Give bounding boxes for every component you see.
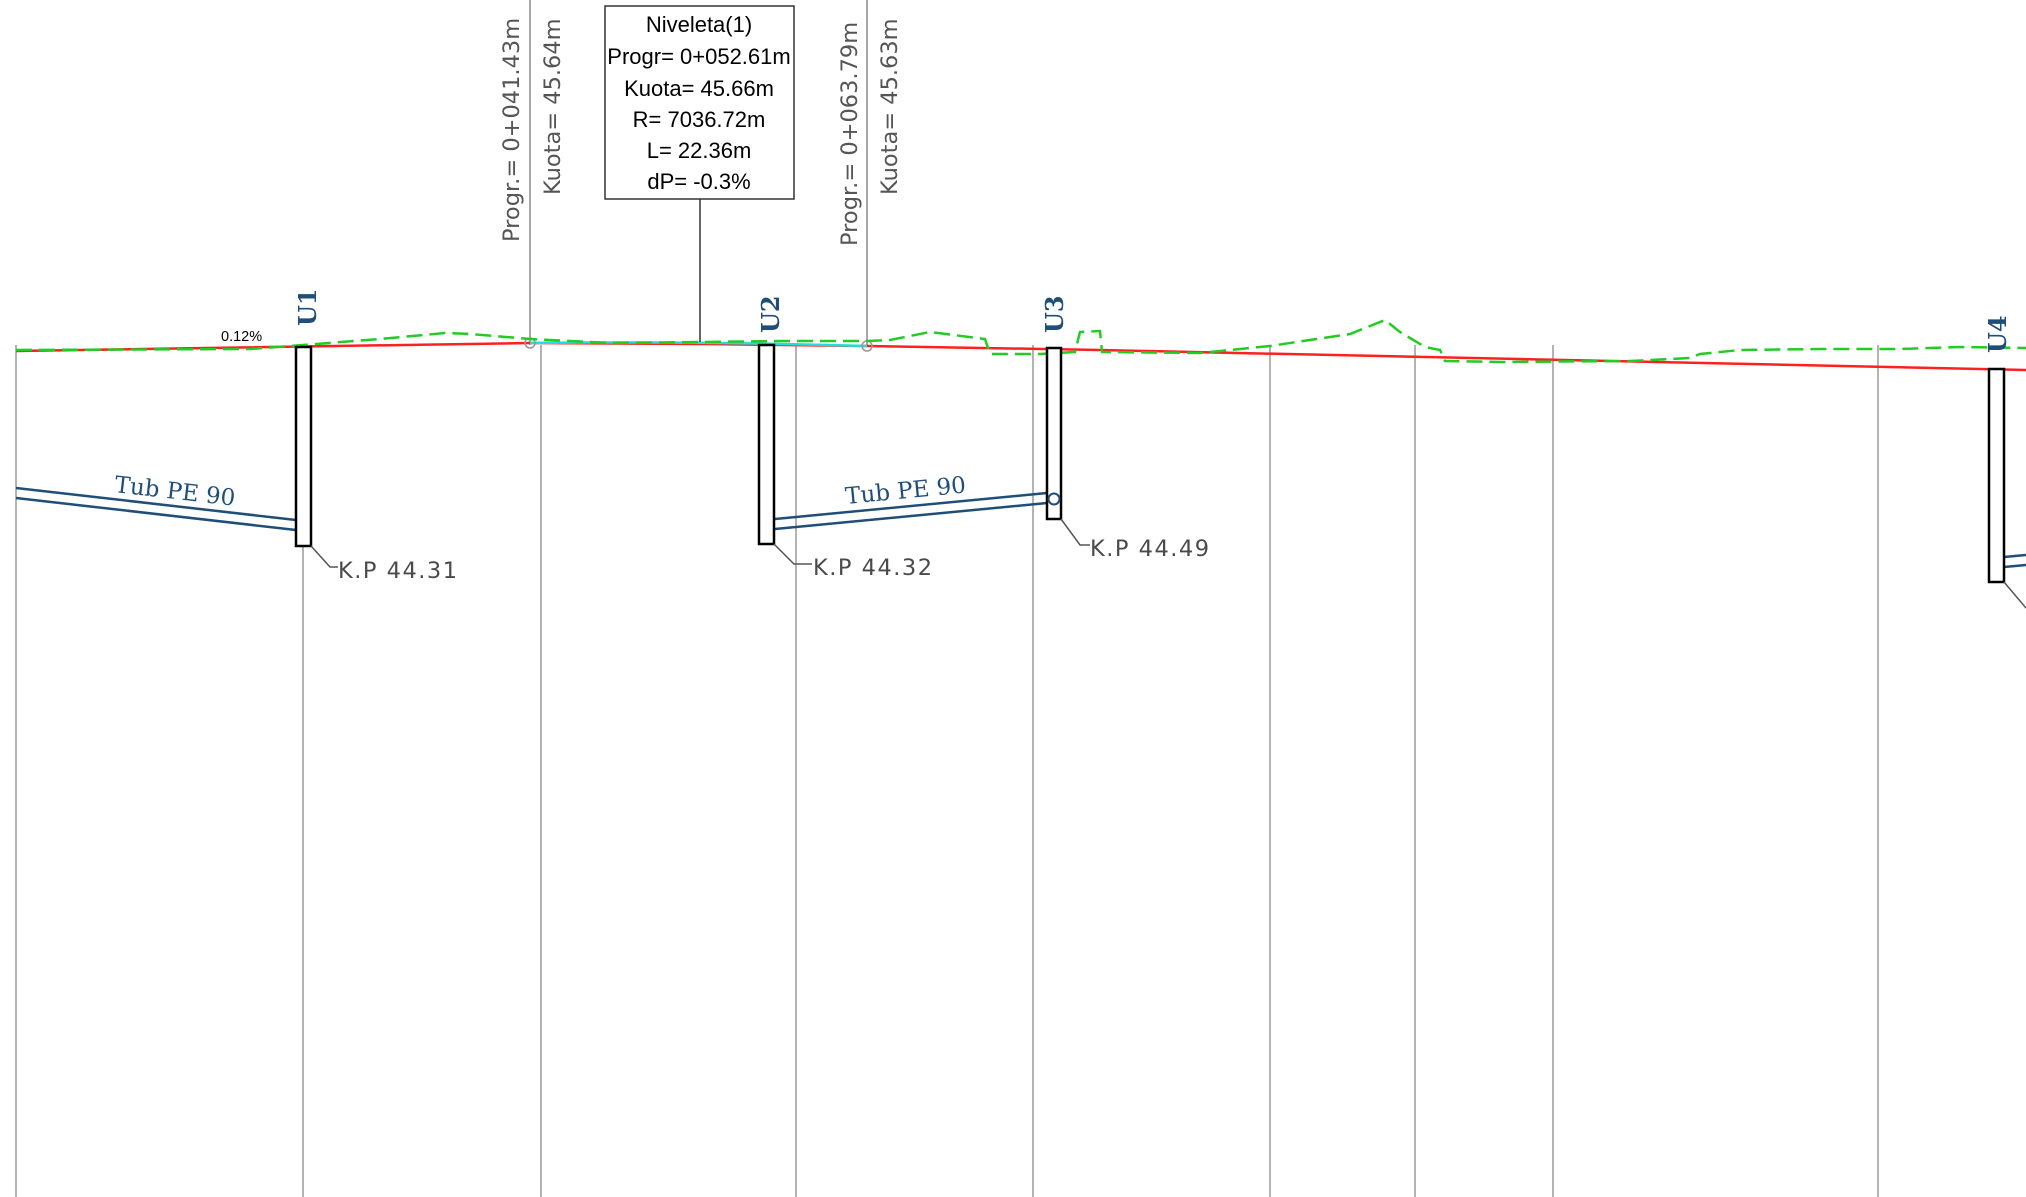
manhole-name: U2 <box>756 295 785 333</box>
station-label-1: Progr.= 0+041.43m Kuota= 45.64m <box>499 18 566 242</box>
manhole-body <box>1987 367 2006 584</box>
manhole-u2: U2 K.P 44.32 <box>756 295 934 581</box>
kp-leader <box>2003 581 2026 609</box>
manhole-kp: K.P 44.31 <box>338 558 459 584</box>
box-radius: R= 7036.72m <box>633 107 766 132</box>
kp-leader <box>1060 518 1090 546</box>
pipe-label-2: Tub PE 90 <box>844 472 967 509</box>
box-dp: dP= -0.3% <box>647 169 750 194</box>
pipe-top-edge <box>15 486 297 522</box>
box-progr: Progr= 0+052.61m <box>607 44 790 69</box>
grade-label: 0.12% <box>221 329 262 345</box>
box-length: L= 22.36m <box>647 138 752 163</box>
pipe-top-edge <box>774 491 1048 521</box>
manhole-name: U4 <box>1983 315 2012 353</box>
manhole-kp: K.P 44.49 <box>1090 536 1211 562</box>
manhole-body <box>757 343 776 546</box>
pipe-bottom-edge <box>774 501 1048 531</box>
pipe-top-edge <box>2003 553 2026 559</box>
kp-leader <box>773 543 812 565</box>
kp-leader <box>310 545 338 568</box>
station-kuota: Kuota= 45.63m <box>877 18 903 195</box>
box-frame <box>604 5 795 200</box>
pipe-segment-1 <box>15 486 297 532</box>
box-title: Niveleta(1) <box>646 12 752 37</box>
pipe-invert-circle <box>1047 492 1061 506</box>
manhole-kp: K.P 44.32 <box>813 555 934 581</box>
vertical-curve-line <box>529 341 868 348</box>
pipe-bottom-edge <box>2003 563 2026 569</box>
manhole-body <box>294 345 313 548</box>
box-kuota: Kuota= 45.66m <box>624 76 774 101</box>
station-leaders <box>529 0 868 345</box>
station-progr: Progr.= 0+063.79m <box>837 22 863 246</box>
pipe-segment-2 <box>774 491 1048 531</box>
manhole-body <box>1045 346 1063 521</box>
pipe-bottom-edge <box>15 496 297 532</box>
pipe-segment-3 <box>2003 553 2026 569</box>
manhole-name: U1 <box>293 288 322 326</box>
terrain-line <box>15 318 2026 364</box>
station-kuota: Kuota= 45.64m <box>540 18 566 195</box>
vertical-curve-info-box: Niveleta(1) Progr= 0+052.61m Kuota= 45.6… <box>604 5 795 342</box>
design-grade-line <box>15 341 2026 372</box>
manhole-name: U3 <box>1040 295 1069 333</box>
manhole-u1: U1 K.P 44.31 <box>293 288 459 584</box>
station-progr: Progr.= 0+041.43m <box>499 18 525 242</box>
station-label-2: Progr.= 0+063.79m Kuota= 45.63m <box>837 18 903 246</box>
manhole-u3: U3 K.P 44.49 <box>1040 295 1211 562</box>
manhole-u4: U4 <box>1983 315 2026 609</box>
